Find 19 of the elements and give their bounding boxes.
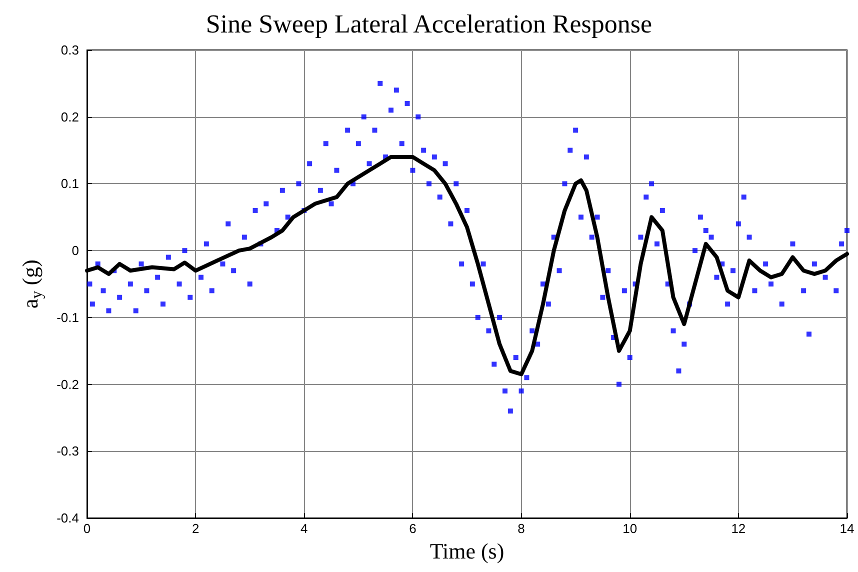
x-tick-label: 4: [300, 521, 308, 536]
x-tick-label: 0: [83, 521, 91, 536]
chart-title: Sine Sweep Lateral Acceleration Response: [206, 10, 652, 38]
y-tick-label: 0.3: [60, 42, 79, 58]
y-axis-title: ay (g): [18, 260, 46, 308]
x-tick-label: 12: [731, 521, 746, 536]
x-tick-label: 14: [840, 521, 854, 536]
y-tick-label: 0.1: [60, 176, 79, 192]
y-tick-label: 0.2: [60, 109, 79, 124]
x-axis-title: Time (s): [430, 538, 504, 564]
x-tick-label: 2: [192, 521, 200, 536]
y-tick-label: 0: [72, 243, 79, 258]
y-tick-label: -0.3: [56, 444, 79, 459]
x-tick-label: 6: [409, 521, 416, 536]
y-tick-label: -0.1: [56, 310, 79, 325]
x-tick-label: 10: [622, 521, 638, 536]
y-tick-label: -0.2: [56, 376, 79, 392]
x-tick-label: 8: [518, 521, 525, 536]
y-tick-label: -0.4: [56, 510, 79, 526]
